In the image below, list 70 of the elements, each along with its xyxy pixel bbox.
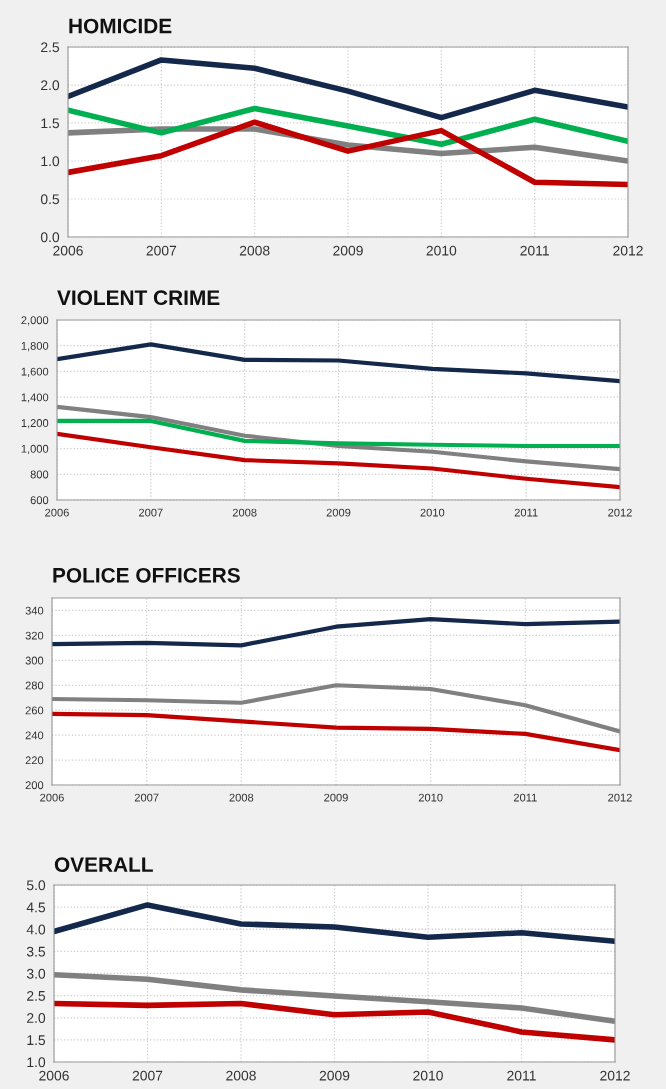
x-tick-label: 2006	[39, 1070, 69, 1081]
line-series	[52, 711, 620, 753]
y-tick-label: 1.5	[27, 1035, 46, 1046]
y-tick-label: 2.5	[27, 990, 46, 1001]
line-series	[57, 342, 620, 384]
line-series	[57, 404, 620, 472]
y-tick-label: 240	[25, 731, 44, 740]
line-series	[57, 418, 620, 449]
x-tick-label: 2011	[513, 793, 537, 802]
x-tick-label: 2009	[324, 793, 348, 802]
y-tick-label: 200	[25, 781, 44, 790]
x-tick-label: 2008	[239, 245, 270, 256]
x-tick-label: 2008	[229, 793, 254, 802]
x-tick-label: 2010	[426, 245, 457, 256]
x-tick-label: 2009	[333, 245, 363, 256]
x-tick-label: 2009	[326, 508, 351, 517]
x-tick-label: 2011	[520, 245, 549, 256]
y-tick-label: 1,400	[21, 393, 49, 403]
x-tick-label: 2007	[139, 508, 163, 517]
x-tick-label: 2006	[45, 508, 69, 517]
x-tick-label: 2012	[600, 1070, 630, 1081]
y-tick-label: 2.5	[41, 42, 60, 53]
x-tick-label: 2009	[319, 1070, 350, 1081]
x-tick-label: 2006	[40, 793, 64, 802]
y-tick-label: 5.0	[26, 880, 46, 891]
y-tick-label: 220	[25, 756, 44, 765]
y-tick-label: 1.0	[27, 1057, 46, 1068]
y-tick-label: 320	[25, 631, 44, 640]
x-tick-label: 2007	[132, 1070, 163, 1081]
y-tick-label: 0.0	[40, 232, 60, 243]
y-tick-label: 2.0	[27, 1013, 46, 1023]
y-tick-label: 800	[30, 470, 49, 479]
x-tick-label: 2011	[514, 508, 538, 517]
x-tick-label: 2008	[226, 1070, 256, 1081]
x-tick-label: 2008	[232, 508, 257, 517]
x-tick-label: 2010	[420, 508, 445, 517]
y-tick-label: 1.5	[41, 118, 60, 129]
chart-title: POLICE OFFICERS	[53, 567, 240, 583]
y-tick-label: 2,000	[21, 316, 49, 326]
y-tick-label: 4.0	[26, 924, 46, 935]
x-tick-label: 2006	[53, 245, 83, 256]
y-tick-label: 280	[25, 681, 44, 690]
chart-title: VIOLENT CRIME	[57, 290, 220, 306]
y-tick-label: 300	[25, 656, 44, 665]
y-tick-label: 2.0	[41, 80, 60, 91]
line-series	[52, 617, 620, 648]
x-tick-label: 2010	[418, 793, 443, 802]
y-tick-label: 340	[25, 606, 44, 615]
y-tick-label: 1,800	[21, 341, 49, 352]
x-tick-label: 2012	[608, 508, 632, 517]
y-tick-label: 1,200	[21, 419, 49, 429]
line-series	[52, 683, 620, 734]
y-tick-label: 4.5	[26, 902, 46, 913]
chart-title: HOMICIDE	[69, 18, 172, 34]
x-tick-label: 2010	[413, 1070, 443, 1081]
y-tick-label: 1,000	[21, 444, 49, 455]
y-tick-label: 3.0	[26, 968, 46, 979]
y-tick-label: 600	[30, 496, 49, 505]
y-tick-label: 1.0	[41, 156, 60, 167]
x-tick-label: 2007	[146, 245, 177, 256]
y-tick-label: 0.5	[40, 194, 60, 205]
x-tick-label: 2012	[608, 793, 632, 802]
x-tick-label: 2012	[613, 245, 643, 256]
line-series	[57, 431, 620, 490]
y-tick-label: 3.5	[26, 946, 46, 957]
y-tick-label: 1,600	[21, 367, 49, 377]
x-tick-label: 2011	[507, 1070, 536, 1081]
x-tick-label: 2007	[134, 793, 159, 802]
y-tick-label: 260	[25, 706, 44, 715]
chart-title: OVERALL	[54, 857, 153, 873]
